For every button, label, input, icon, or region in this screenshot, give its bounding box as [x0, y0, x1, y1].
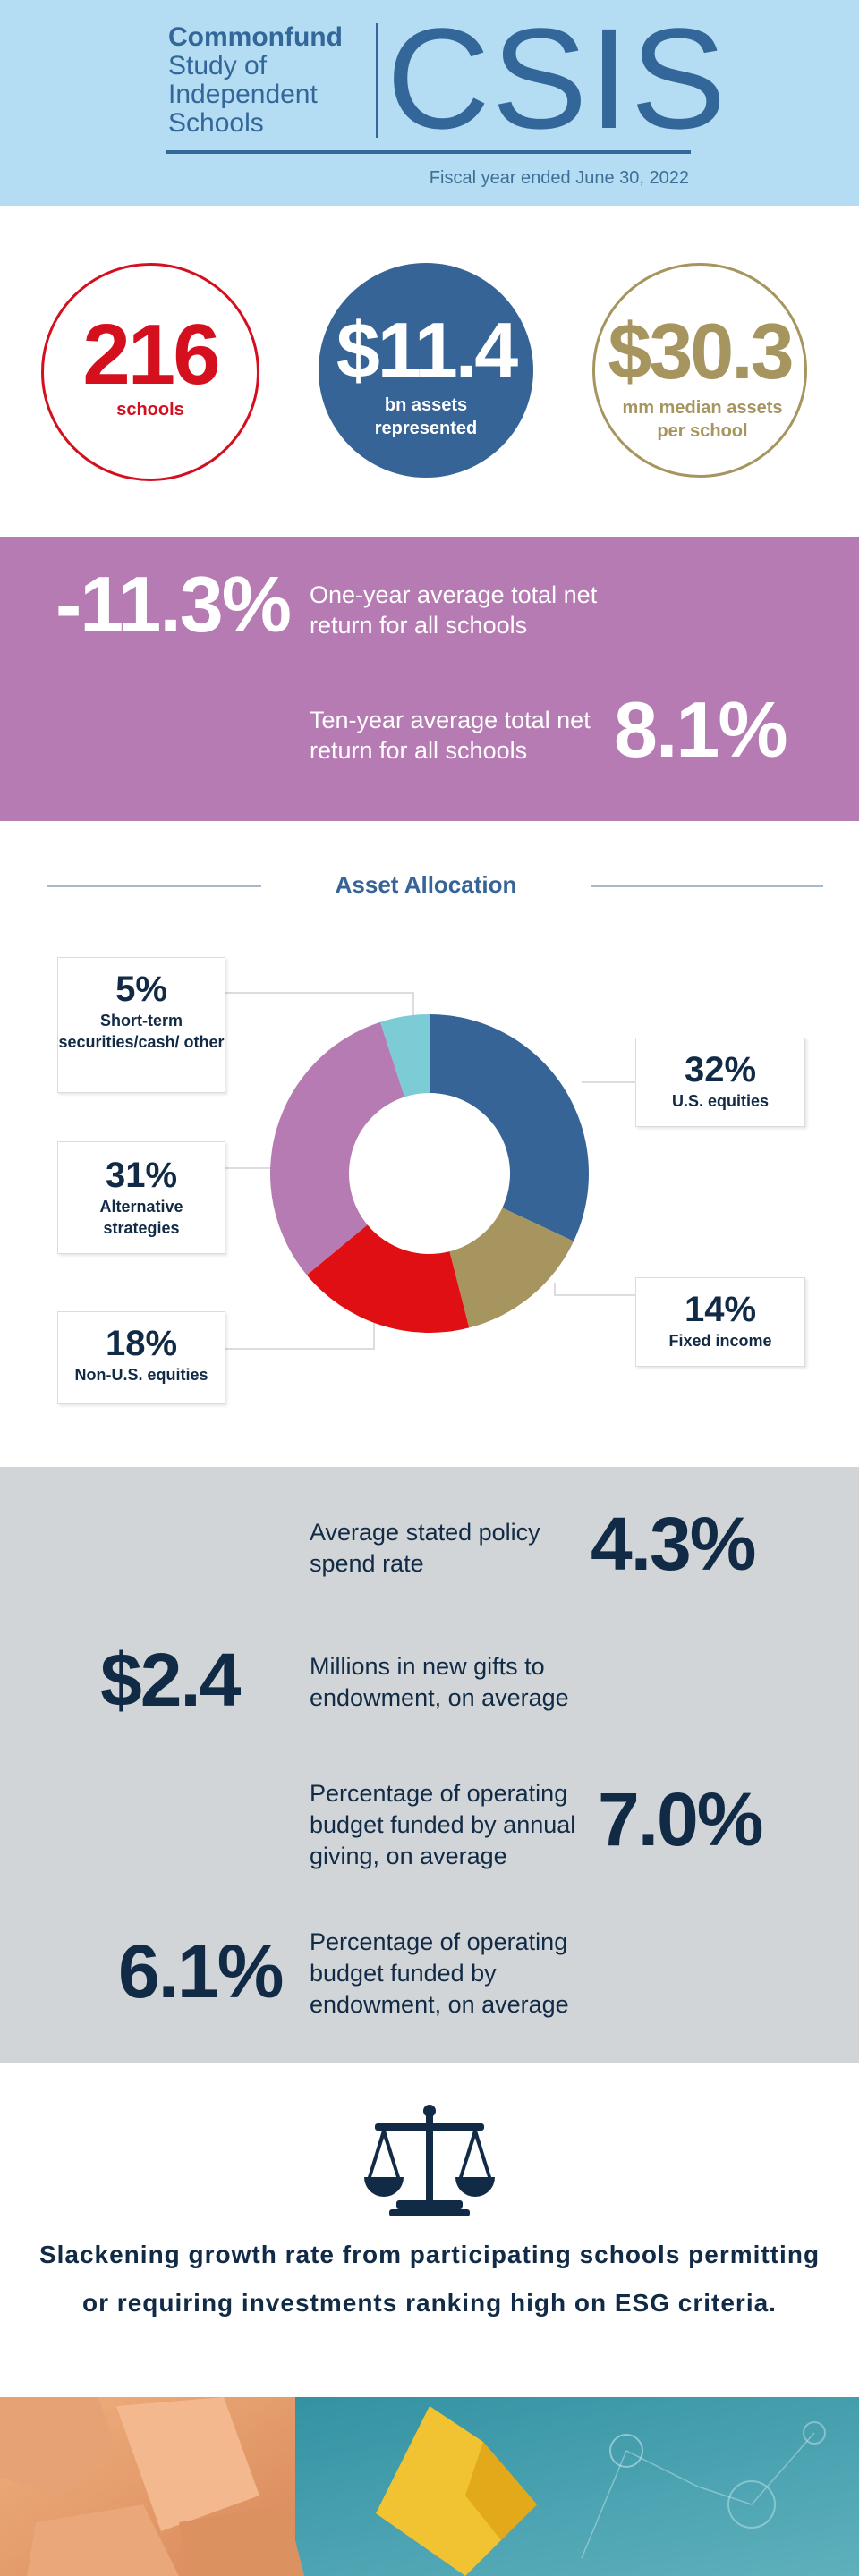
- logo-divider: [376, 23, 378, 138]
- donut-slice-short-term-securities-cash-other: [379, 1014, 430, 1097]
- logo-line-1: Commonfund: [168, 22, 343, 52]
- median-assets-label: mm median assets per school: [622, 398, 783, 441]
- donut-slice-non-u-s-equities: [306, 1224, 470, 1333]
- allocation-callout-us-equities: 32% U.S. equities: [635, 1038, 805, 1127]
- decorative-blocks-image: [0, 2397, 859, 2576]
- logo-acronym: CSIS: [387, 0, 728, 158]
- one-year-return-value: -11.3%: [55, 560, 292, 648]
- new-gifts-value: $2.4: [100, 1638, 241, 1722]
- annual-giving-label: Percentage of operating budget funded by…: [310, 1780, 576, 1869]
- metrics-band: Average stated policy spend rate 4.3% $2…: [0, 1467, 859, 2063]
- spend-rate-value: 4.3%: [591, 1502, 756, 1586]
- fiscal-year-label: Fiscal year ended June 30, 2022: [429, 168, 689, 188]
- callout-percent: 14%: [684, 1290, 757, 1329]
- schools-stat-circle: 216 schools: [41, 263, 259, 481]
- logo-underline: [166, 150, 691, 154]
- logo-wordmark: Commonfund Study of Independent Schools: [168, 23, 374, 138]
- one-year-return-label: One-year average total net return for al…: [310, 581, 598, 639]
- donut-slice-alternative-strategies: [270, 1021, 405, 1275]
- endowment-funded-label: Percentage of operating budget funded by…: [310, 1928, 569, 2018]
- assets-stat-circle: $11.4 bn assets represented: [319, 263, 533, 478]
- returns-band: -11.3% One-year average total net return…: [0, 537, 859, 821]
- logo-line-2: Study of: [168, 51, 268, 80]
- esg-statement: Slackening growth rate from participatin…: [38, 2241, 821, 2317]
- assets-value: $11.4: [336, 306, 518, 394]
- asset-allocation-title: Asset Allocation: [335, 871, 517, 898]
- allocation-callout-short-term: 5% Short-term securities/cash/ other: [57, 957, 225, 1093]
- section-rule-left: [47, 886, 261, 887]
- endowment-funded-value: 6.1%: [118, 1929, 284, 2013]
- new-gifts-label: Millions in new gifts to endowment, on a…: [310, 1653, 569, 1711]
- callout-label: U.S. equities: [671, 1092, 770, 1110]
- header-banner: Commonfund Study of Independent Schools …: [0, 0, 859, 206]
- callout-percent: 31%: [105, 1156, 178, 1195]
- asset-allocation-donut: [225, 992, 635, 1350]
- donut-slice-fixed-income: [449, 1208, 574, 1328]
- annual-giving-value: 7.0%: [598, 1777, 763, 1861]
- ten-year-return-value: 8.1%: [614, 685, 788, 774]
- callout-label: Non-U.S. equities: [74, 1366, 208, 1384]
- callout-label: Fixed income: [668, 1332, 772, 1350]
- assets-label: bn assets represented: [374, 395, 478, 438]
- logo-line-4: Schools: [168, 108, 264, 138]
- ten-year-return-label: Ten-year average total net return for al…: [310, 707, 591, 764]
- callout-leader-lines: [225, 992, 635, 1350]
- donut-slice-u-s-equities: [430, 1014, 589, 1241]
- section-rule-right: [591, 886, 823, 887]
- callout-percent: 18%: [105, 1324, 178, 1363]
- callout-percent: 32%: [684, 1050, 757, 1089]
- callout-label: Alternative strategies: [99, 1198, 183, 1237]
- scales-of-justice-icon: [364, 2105, 495, 2216]
- logo-line-3: Independent: [168, 80, 318, 109]
- spend-rate-label: Average stated policy spend rate: [310, 1519, 540, 1577]
- schools-count: 216: [82, 307, 220, 402]
- callout-label: Short-term securities/cash/ other: [58, 1012, 225, 1051]
- allocation-callout-non-us-equities: 18% Non-U.S. equities: [57, 1311, 225, 1404]
- donut-slices: [270, 1014, 589, 1333]
- schools-label: schools: [116, 400, 184, 419]
- callout-percent: 5%: [115, 970, 167, 1009]
- allocation-callout-fixed-income: 14% Fixed income: [635, 1277, 805, 1367]
- median-assets-value: $30.3: [608, 307, 794, 395]
- median-assets-stat-circle: $30.3 mm median assets per school: [592, 263, 807, 478]
- allocation-callout-alternative: 31% Alternative strategies: [57, 1141, 225, 1254]
